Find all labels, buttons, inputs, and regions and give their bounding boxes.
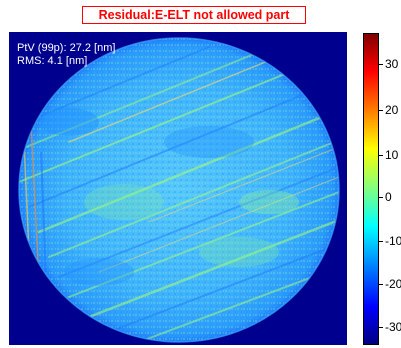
colorbar-tick bbox=[379, 64, 383, 65]
ptv-stat: PtV (99p): 27.2 [nm] bbox=[17, 42, 116, 54]
colorbar-tick-label: 10 bbox=[385, 148, 399, 162]
colorbar-tick-label: -20 bbox=[385, 277, 401, 291]
colorbar-tick bbox=[379, 110, 383, 111]
rms-stat: RMS: 4.1 [nm] bbox=[17, 55, 88, 67]
colorbar-tick-label: -30 bbox=[385, 320, 401, 334]
colorbar-tick bbox=[379, 197, 383, 198]
colorbar-tick-label: 30 bbox=[385, 57, 399, 71]
colorbar-tick bbox=[379, 284, 383, 285]
colorbar bbox=[363, 33, 379, 345]
plot-title: Residual:E-ELT not allowed part bbox=[98, 8, 290, 22]
colorbar-tick bbox=[379, 241, 383, 242]
residual-map-frame: PtV (99p): 27.2 [nm] RMS: 4.1 [nm] bbox=[9, 32, 347, 345]
colorbar-tick-label: 0 bbox=[385, 190, 392, 204]
colorbar-tick bbox=[379, 155, 383, 156]
plot-title-box: Residual:E-ELT not allowed part bbox=[82, 6, 306, 24]
colorbar-tick-label: 20 bbox=[385, 103, 399, 117]
residual-texture bbox=[19, 38, 339, 342]
colorbar-tick-label: -10 bbox=[385, 234, 401, 248]
colorbar-tick bbox=[379, 327, 383, 328]
residual-map bbox=[18, 37, 340, 343]
mirror-rim bbox=[18, 37, 340, 343]
